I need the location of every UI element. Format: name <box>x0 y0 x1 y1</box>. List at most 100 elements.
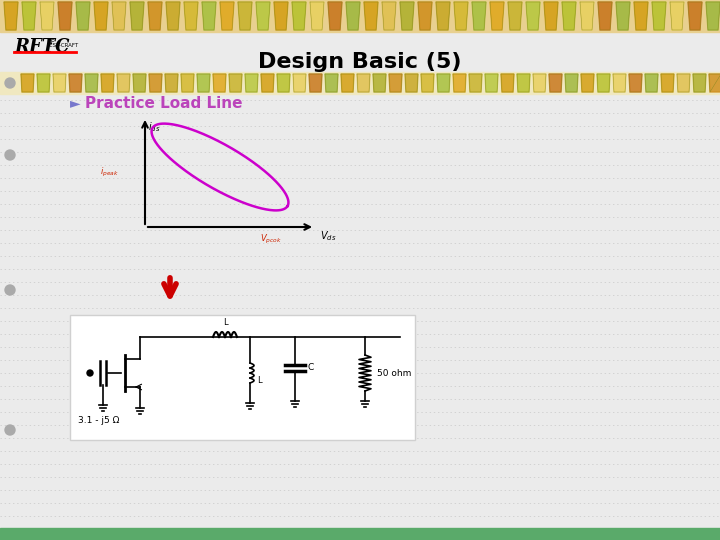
Polygon shape <box>670 2 684 30</box>
Polygon shape <box>706 2 720 30</box>
Polygon shape <box>310 2 324 30</box>
Polygon shape <box>421 74 434 92</box>
Text: TEST-CRAFT: TEST-CRAFT <box>46 43 78 48</box>
Polygon shape <box>53 74 66 92</box>
Polygon shape <box>389 74 402 92</box>
Polygon shape <box>580 2 594 30</box>
Polygon shape <box>400 2 414 30</box>
Text: Practice Load Line: Practice Load Line <box>85 96 243 111</box>
Polygon shape <box>309 74 322 92</box>
Circle shape <box>87 370 93 376</box>
Polygon shape <box>261 74 274 92</box>
Polygon shape <box>677 74 690 92</box>
Polygon shape <box>293 74 306 92</box>
Bar <box>0 0 720 32</box>
Polygon shape <box>661 74 674 92</box>
Polygon shape <box>165 74 178 92</box>
Polygon shape <box>274 2 288 30</box>
Polygon shape <box>501 74 514 92</box>
Polygon shape <box>40 2 54 30</box>
Circle shape <box>5 78 15 88</box>
Circle shape <box>5 425 15 435</box>
Polygon shape <box>21 74 34 92</box>
Text: 3.1 - j5 Ω: 3.1 - j5 Ω <box>78 416 120 425</box>
Polygon shape <box>69 74 82 92</box>
Text: 50 ohm: 50 ohm <box>377 368 411 377</box>
Text: $V_{ds}$: $V_{ds}$ <box>320 229 336 243</box>
Circle shape <box>5 285 15 295</box>
Text: L: L <box>257 376 261 385</box>
Text: RF: RF <box>46 39 55 45</box>
Polygon shape <box>437 74 450 92</box>
Polygon shape <box>117 74 130 92</box>
Polygon shape <box>598 2 612 30</box>
Polygon shape <box>490 2 504 30</box>
Polygon shape <box>453 74 466 92</box>
Bar <box>0 528 720 540</box>
Polygon shape <box>184 2 198 30</box>
Polygon shape <box>220 2 234 30</box>
Circle shape <box>5 150 15 160</box>
Polygon shape <box>405 74 418 92</box>
Polygon shape <box>517 74 530 92</box>
Polygon shape <box>149 74 162 92</box>
Polygon shape <box>469 74 482 92</box>
Text: $i_{ds}$: $i_{ds}$ <box>148 120 161 134</box>
Polygon shape <box>357 74 370 92</box>
Polygon shape <box>652 2 666 30</box>
Polygon shape <box>597 74 610 92</box>
Bar <box>70 315 415 440</box>
Polygon shape <box>166 2 180 30</box>
Polygon shape <box>101 74 114 92</box>
Polygon shape <box>629 74 642 92</box>
Text: C: C <box>307 363 313 373</box>
Polygon shape <box>472 2 486 30</box>
Text: $i_{peak}$: $i_{peak}$ <box>100 165 119 179</box>
Polygon shape <box>328 2 342 30</box>
Polygon shape <box>533 74 546 92</box>
Polygon shape <box>645 74 658 92</box>
Polygon shape <box>133 74 146 92</box>
Text: L: L <box>222 318 228 327</box>
Polygon shape <box>202 2 216 30</box>
Polygon shape <box>709 74 720 92</box>
Polygon shape <box>616 2 630 30</box>
Polygon shape <box>364 2 378 30</box>
Text: Design Basic (5): Design Basic (5) <box>258 52 462 72</box>
Polygon shape <box>549 74 562 92</box>
Text: ►: ► <box>70 96 81 110</box>
Polygon shape <box>256 2 270 30</box>
Polygon shape <box>565 74 578 92</box>
Polygon shape <box>485 74 498 92</box>
Polygon shape <box>508 2 522 30</box>
Polygon shape <box>76 2 90 30</box>
Polygon shape <box>526 2 540 30</box>
Polygon shape <box>562 2 576 30</box>
Polygon shape <box>325 74 338 92</box>
Polygon shape <box>85 74 98 92</box>
Polygon shape <box>454 2 468 30</box>
Polygon shape <box>229 74 242 92</box>
Polygon shape <box>634 2 648 30</box>
Polygon shape <box>130 2 144 30</box>
Polygon shape <box>238 2 252 30</box>
Polygon shape <box>292 2 306 30</box>
Polygon shape <box>4 2 18 30</box>
Polygon shape <box>346 2 360 30</box>
Polygon shape <box>37 74 50 92</box>
Text: $V_{pcok}$: $V_{pcok}$ <box>260 233 282 246</box>
Polygon shape <box>382 2 396 30</box>
Polygon shape <box>581 74 594 92</box>
Polygon shape <box>22 2 36 30</box>
Polygon shape <box>688 2 702 30</box>
Polygon shape <box>58 2 72 30</box>
Polygon shape <box>148 2 162 30</box>
Text: RFTC: RFTC <box>14 38 70 56</box>
Bar <box>0 72 720 94</box>
Polygon shape <box>213 74 226 92</box>
Polygon shape <box>181 74 194 92</box>
Polygon shape <box>341 74 354 92</box>
Polygon shape <box>544 2 558 30</box>
Polygon shape <box>277 74 290 92</box>
Polygon shape <box>245 74 258 92</box>
